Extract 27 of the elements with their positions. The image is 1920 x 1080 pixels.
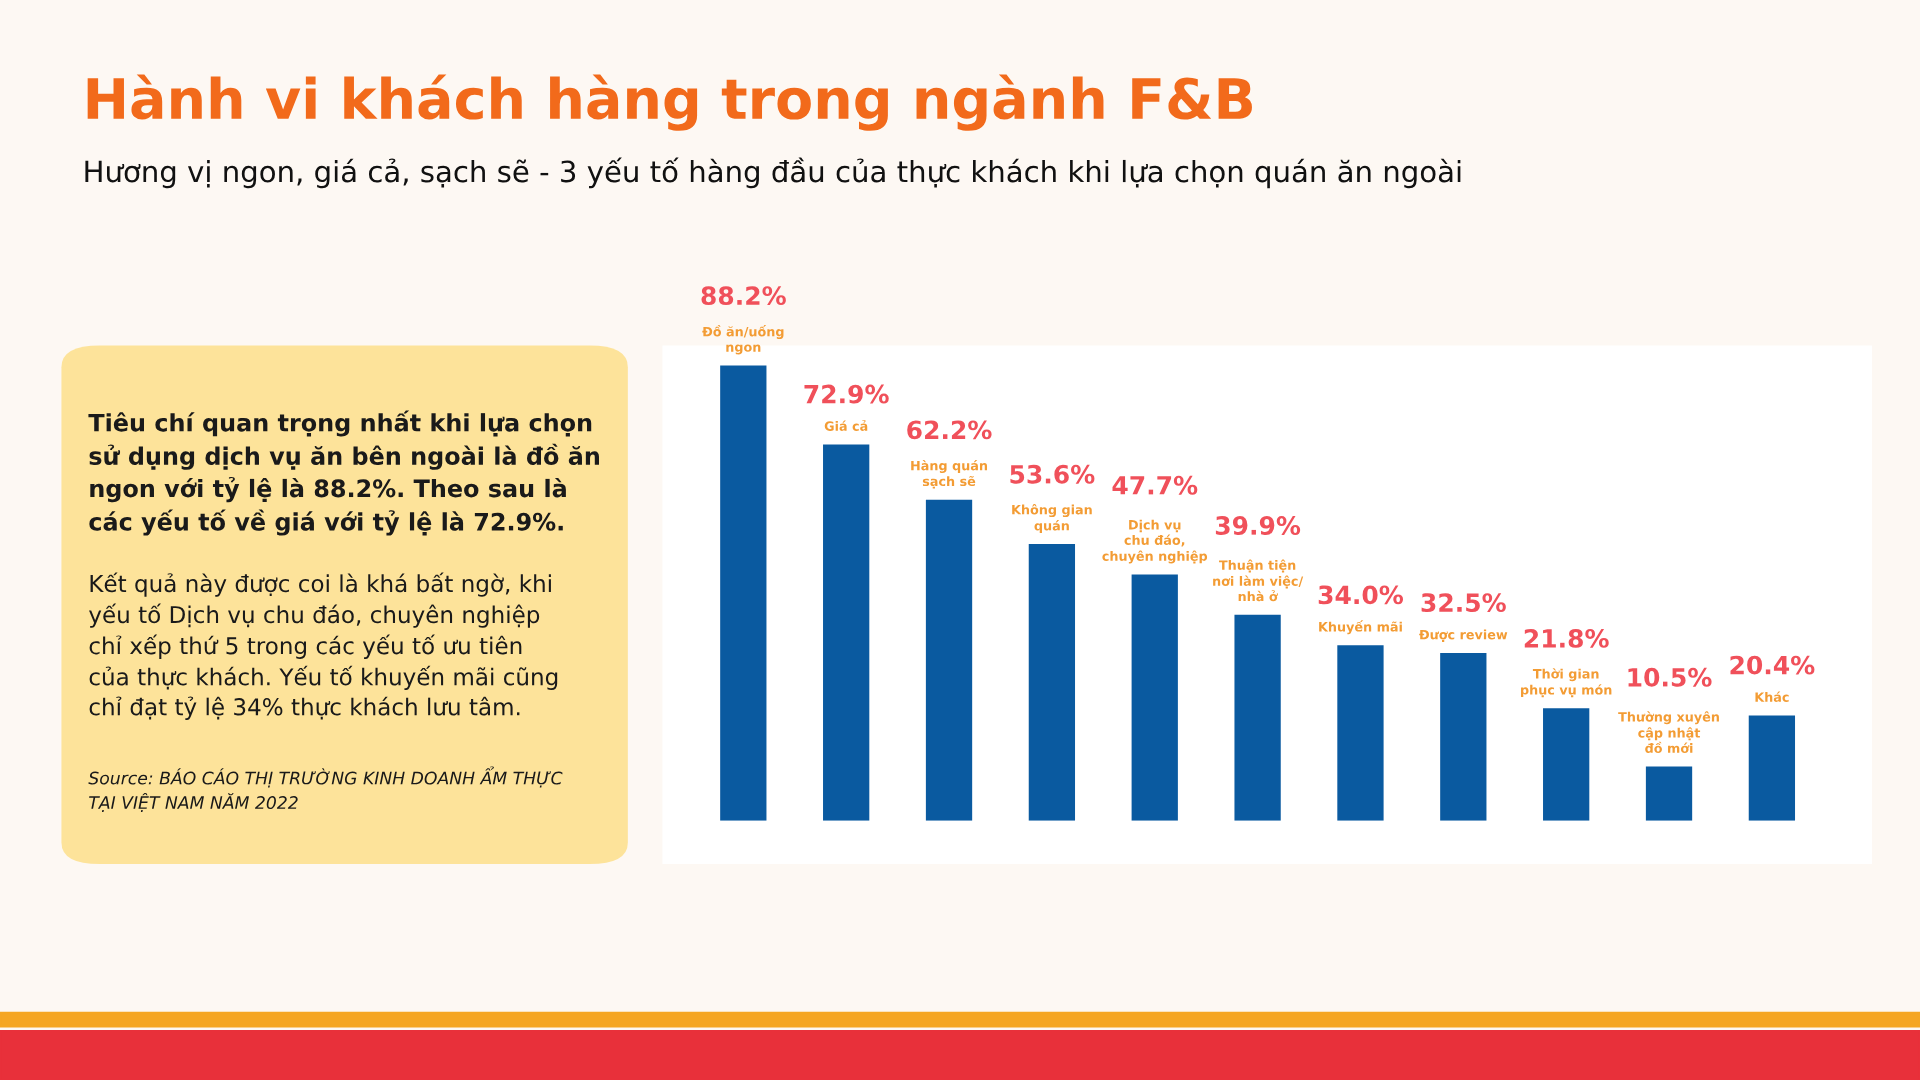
text: Tiêu chí quan trọng nhất khi lựa chọn sử dụng dịch vụ ăn bên ngoài là đồ ăn ngon với tỷ lệ là 88.2%. Theo sau là các yếu tố về giá với tỷ lệ là 72.9%.: [88, 410, 599, 536]
bar: [1543, 708, 1590, 821]
data-label: 53.6%: [1010, 464, 1095, 484]
data-label: 62.2%: [907, 420, 992, 440]
data-label: 34.0%: [1318, 585, 1404, 605]
chart-title: Hành vi khách hàng trong ngành F&B: [87, 74, 1252, 131]
data-label: 21.8%: [1524, 628, 1609, 648]
data-label: 39.9%: [1215, 516, 1301, 535]
text: Kết quả này được coi là khá bất ngờ, khi yếu tố Dịch vụ chu đáo, chuyên nghiệp chỉ xếp thứ 5 trong các yếu tố ưu tiên của thực khách. Yếu tố khuyến mãi cũng chỉ đạt tỷ lệ 34% thực khách lưu tâm.: [89, 572, 558, 720]
source-note: Source: BÁO CÁO THỊ TRƯỜNG KINH DOANH ẨM THỰC TẠI VIỆT NAM NĂM 2022: [88, 766, 563, 813]
bar: [1748, 715, 1796, 821]
data-label: 20.4%: [1730, 655, 1815, 675]
bar: [1131, 574, 1178, 821]
bar: [1440, 653, 1487, 821]
bar: [1028, 544, 1076, 821]
bar: [1234, 614, 1281, 821]
bar: [925, 499, 973, 821]
data-label: 72.9%: [804, 384, 889, 404]
chart-subtitle: Hương vị ngon, giá cả, sạch sẽ - 3 yếu tố hàng đầu của thực khách khi lựa chọn quán ăn ngoài: [85, 157, 1461, 189]
data-label: 10.5%: [1628, 667, 1712, 687]
data-label: 88.2%: [701, 286, 786, 306]
bar: [1337, 645, 1384, 821]
bar: [720, 365, 767, 821]
bar: [1645, 766, 1693, 821]
data-label: 47.7%: [1112, 475, 1198, 495]
data-label: 32.5%: [1421, 593, 1506, 613]
bar: [823, 444, 870, 821]
